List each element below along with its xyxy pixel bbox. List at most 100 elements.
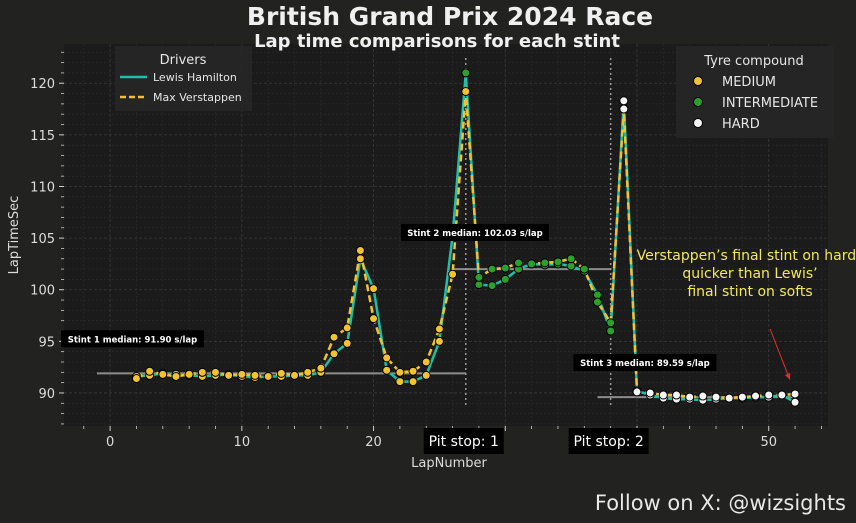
- point-hamilton: [461, 68, 471, 78]
- chart-subtitle: Lap time comparisons for each stint: [254, 31, 620, 52]
- point-verstappen: [645, 388, 655, 398]
- point-verstappen: [263, 371, 273, 381]
- point-verstappen: [421, 357, 431, 367]
- point-verstappen: [724, 393, 734, 403]
- point-verstappen: [408, 366, 418, 376]
- drivers-legend-box: [115, 46, 252, 111]
- compound-legend-title: Tyre compound: [703, 54, 804, 69]
- point-hamilton: [408, 377, 418, 387]
- series-points: [131, 68, 800, 407]
- y-tick-label: 100: [30, 284, 55, 299]
- median-label: Stint 2 median: 102.03 s/lap: [407, 229, 542, 239]
- point-hamilton: [382, 365, 392, 375]
- point-verstappen: [145, 366, 155, 376]
- drivers-legend: Drivers Lewis Hamilton Max Verstappen: [115, 46, 252, 111]
- x-tick-label: 20: [365, 435, 382, 450]
- point-verstappen: [210, 367, 220, 377]
- point-verstappen: [527, 259, 537, 269]
- legend-label-hard: HARD: [722, 117, 760, 132]
- y-tick-label: 105: [30, 232, 55, 247]
- y-axis-label: LapTimeSec: [7, 196, 22, 275]
- median-label: Stint 1 median: 91.90 s/lap: [68, 335, 198, 345]
- x-tick-label: 10: [234, 435, 251, 450]
- axes: 0 10 20 50 90 95 100 105 110 115 120: [30, 51, 822, 450]
- point-verstappen: [737, 392, 747, 402]
- point-verstappen: [619, 104, 629, 114]
- point-verstappen: [632, 387, 642, 397]
- point-verstappen: [237, 369, 247, 379]
- annotation-arrow: [769, 328, 791, 380]
- point-verstappen: [592, 297, 602, 307]
- y-tick-label: 95: [38, 335, 55, 350]
- median-label-box: [400, 223, 549, 241]
- annotation-line-3: final stint on softs: [687, 284, 812, 300]
- point-verstappen: [184, 369, 194, 379]
- point-verstappen: [355, 245, 365, 255]
- legend-label-verstappen: Max Verstappen: [153, 91, 242, 104]
- x-tick-label: 50: [760, 435, 777, 450]
- point-verstappen: [250, 370, 260, 380]
- point-verstappen: [158, 369, 168, 379]
- point-verstappen: [224, 370, 234, 380]
- y-tick-label: 115: [30, 129, 55, 144]
- point-verstappen: [500, 263, 510, 273]
- pit-stop-label: Pit stop: 2: [574, 434, 644, 450]
- point-verstappen: [540, 258, 550, 268]
- point-verstappen: [777, 390, 787, 400]
- pit-stop-label-box: [423, 428, 504, 454]
- point-verstappen: [790, 389, 800, 399]
- legend-marker-hard: [693, 118, 703, 128]
- median-label-box: [573, 354, 717, 372]
- drivers-legend-title: Drivers: [160, 53, 207, 68]
- point-verstappen: [395, 367, 405, 377]
- point-verstappen: [513, 258, 523, 268]
- x-axis-label: LapNumber: [411, 456, 487, 471]
- point-verstappen: [131, 374, 141, 384]
- legend-label-intermediate: INTERMEDIATE: [722, 96, 818, 111]
- point-hamilton: [395, 377, 405, 387]
- point-hamilton: [421, 370, 431, 380]
- compound-legend: Tyre compound MEDIUM INTERMEDIATE HARD: [676, 46, 834, 138]
- point-hamilton: [329, 349, 339, 359]
- point-verstappen: [553, 257, 563, 267]
- point-verstappen: [369, 314, 379, 324]
- annotation-line-1: Verstappen’s final stint on hards: [637, 248, 856, 264]
- y-tick-label: 110: [30, 180, 55, 195]
- median-label-box: [60, 330, 204, 348]
- chart-title: British Grand Prix 2024 Race: [247, 2, 653, 31]
- median-label: Stint 3 median: 89.59 s/lap: [580, 359, 710, 369]
- point-verstappen: [316, 363, 326, 373]
- point-verstappen: [171, 371, 181, 381]
- point-verstappen: [579, 264, 589, 274]
- point-hamilton: [500, 274, 510, 284]
- point-verstappen: [698, 391, 708, 401]
- point-verstappen: [329, 332, 339, 342]
- point-verstappen: [658, 390, 668, 400]
- point-verstappen: [342, 323, 352, 333]
- point-verstappen: [461, 86, 471, 96]
- footer-credit: Follow on X: @wizsights: [594, 491, 846, 515]
- chart-labels: Stint 1 median: 91.90 s/lap Stint 2 media…: [60, 223, 717, 454]
- point-verstappen: [711, 392, 721, 402]
- pit-stop-label: Pit stop: 1: [429, 434, 499, 450]
- point-hamilton: [606, 326, 616, 336]
- point-verstappen: [606, 318, 616, 328]
- point-verstappen: [448, 269, 458, 279]
- point-hamilton: [487, 281, 497, 291]
- point-verstappen: [474, 272, 484, 282]
- annotation: Verstappen’s final stint on hards quicke…: [637, 248, 856, 380]
- y-tick-label: 90: [38, 387, 55, 402]
- point-hamilton: [342, 338, 352, 348]
- point-hamilton: [619, 96, 629, 106]
- point-hamilton: [434, 336, 444, 346]
- point-verstappen: [276, 368, 286, 378]
- point-verstappen: [434, 324, 444, 334]
- point-verstappen: [685, 392, 695, 402]
- y-tick-label: 120: [30, 77, 55, 92]
- point-hamilton: [790, 397, 800, 407]
- point-verstappen: [672, 390, 682, 400]
- point-verstappen: [290, 370, 300, 380]
- point-verstappen: [303, 367, 313, 377]
- point-verstappen: [764, 390, 774, 400]
